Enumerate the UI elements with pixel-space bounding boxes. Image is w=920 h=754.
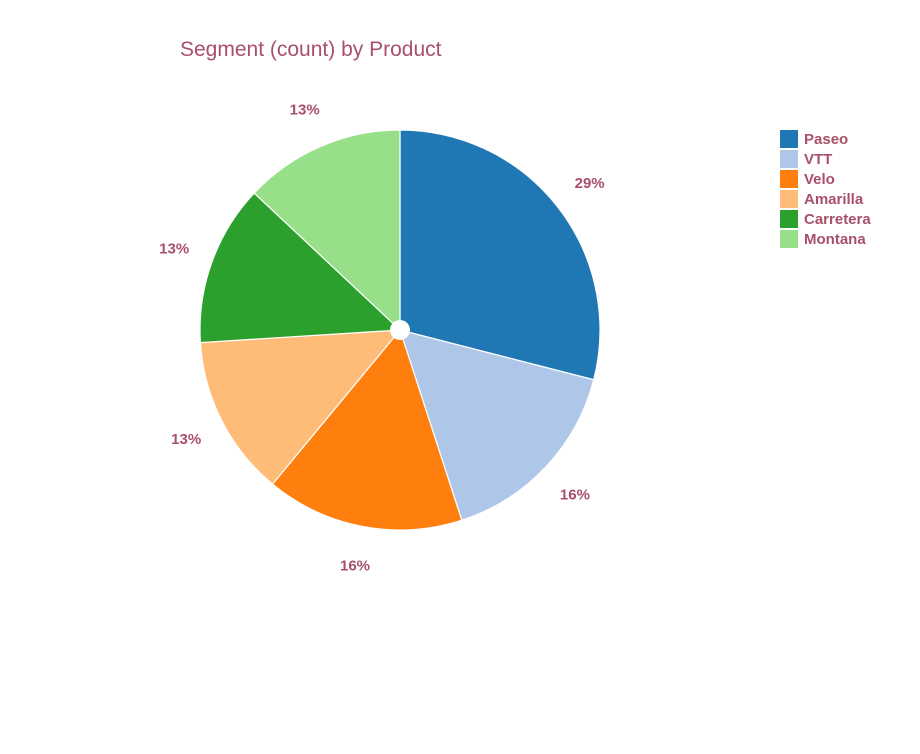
legend-item-velo[interactable]: Velo: [780, 169, 871, 189]
slice-label-velo: 16%: [340, 558, 370, 575]
slice-label-carretera: 13%: [159, 241, 189, 258]
slice-label-amarilla: 13%: [171, 431, 201, 448]
legend-item-vtt[interactable]: VTT: [780, 149, 871, 169]
legend-item-montana[interactable]: Montana: [780, 229, 871, 249]
slice-label-paseo: 29%: [575, 175, 605, 192]
legend-swatch: [780, 230, 798, 248]
legend-item-carretera[interactable]: Carretera: [780, 209, 871, 229]
legend-label: Velo: [804, 170, 835, 188]
legend-label: Amarilla: [804, 190, 864, 208]
legend-item-amarilla[interactable]: Amarilla: [780, 189, 871, 209]
legend-swatch: [780, 130, 798, 148]
slice-label-montana: 13%: [290, 102, 320, 119]
pie-slice-paseo[interactable]: [399, 129, 601, 381]
legend-swatch: [780, 190, 798, 208]
pie-center-dot: [390, 320, 410, 340]
legend-swatch: [780, 170, 798, 188]
pie-slice-vtt[interactable]: [399, 329, 595, 521]
legend-item-paseo[interactable]: Paseo: [780, 129, 871, 149]
pie-slice-velo[interactable]: [271, 328, 463, 531]
legend-swatch: [780, 210, 798, 228]
pie-slice-montana[interactable]: [253, 129, 401, 332]
pie-slice-amarilla[interactable]: [199, 329, 402, 485]
legend-label: Montana: [804, 230, 866, 248]
legend[interactable]: Paseo VTT Velo Amarilla Carretera Montana: [780, 129, 871, 249]
legend-label: Carretera: [804, 210, 871, 228]
slice-label-vtt: 16%: [560, 486, 590, 503]
legend-label: Paseo: [804, 130, 849, 148]
legend-swatch: [780, 150, 798, 168]
legend-label: VTT: [804, 150, 833, 168]
pie-slice-carretera[interactable]: [199, 192, 402, 344]
chart-title: Segment (count) by Product: [180, 38, 442, 61]
